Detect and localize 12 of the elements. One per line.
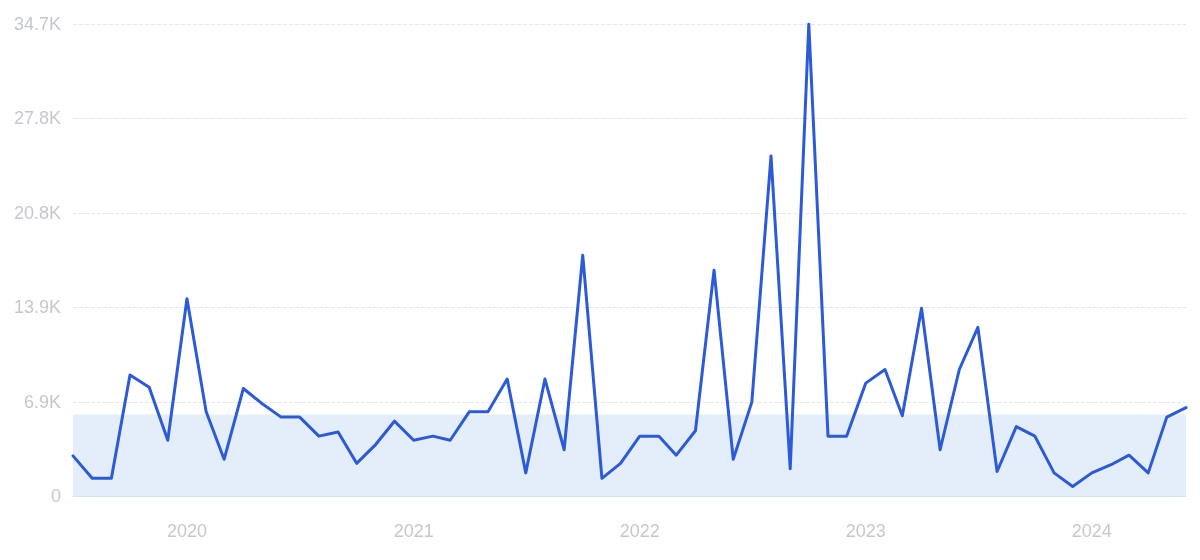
x-tick-label: 2023 (845, 521, 886, 541)
y-tick-label: 6.9K (23, 392, 61, 413)
y-tick-label: 27.8K (13, 107, 61, 128)
y-tick-label: 34.7K (13, 14, 61, 34)
y-tick-label: 20.8K (13, 203, 61, 224)
x-tick-label: 2024 (1071, 521, 1112, 541)
x-tick-label: 2021 (393, 521, 434, 541)
line-series (71, 22, 1188, 488)
x-tick-label: 2020 (166, 521, 207, 541)
y-tick-label: 0 (50, 486, 61, 506)
x-tick-label: 2022 (619, 521, 660, 541)
y-tick-label: 13.9K (13, 296, 61, 317)
